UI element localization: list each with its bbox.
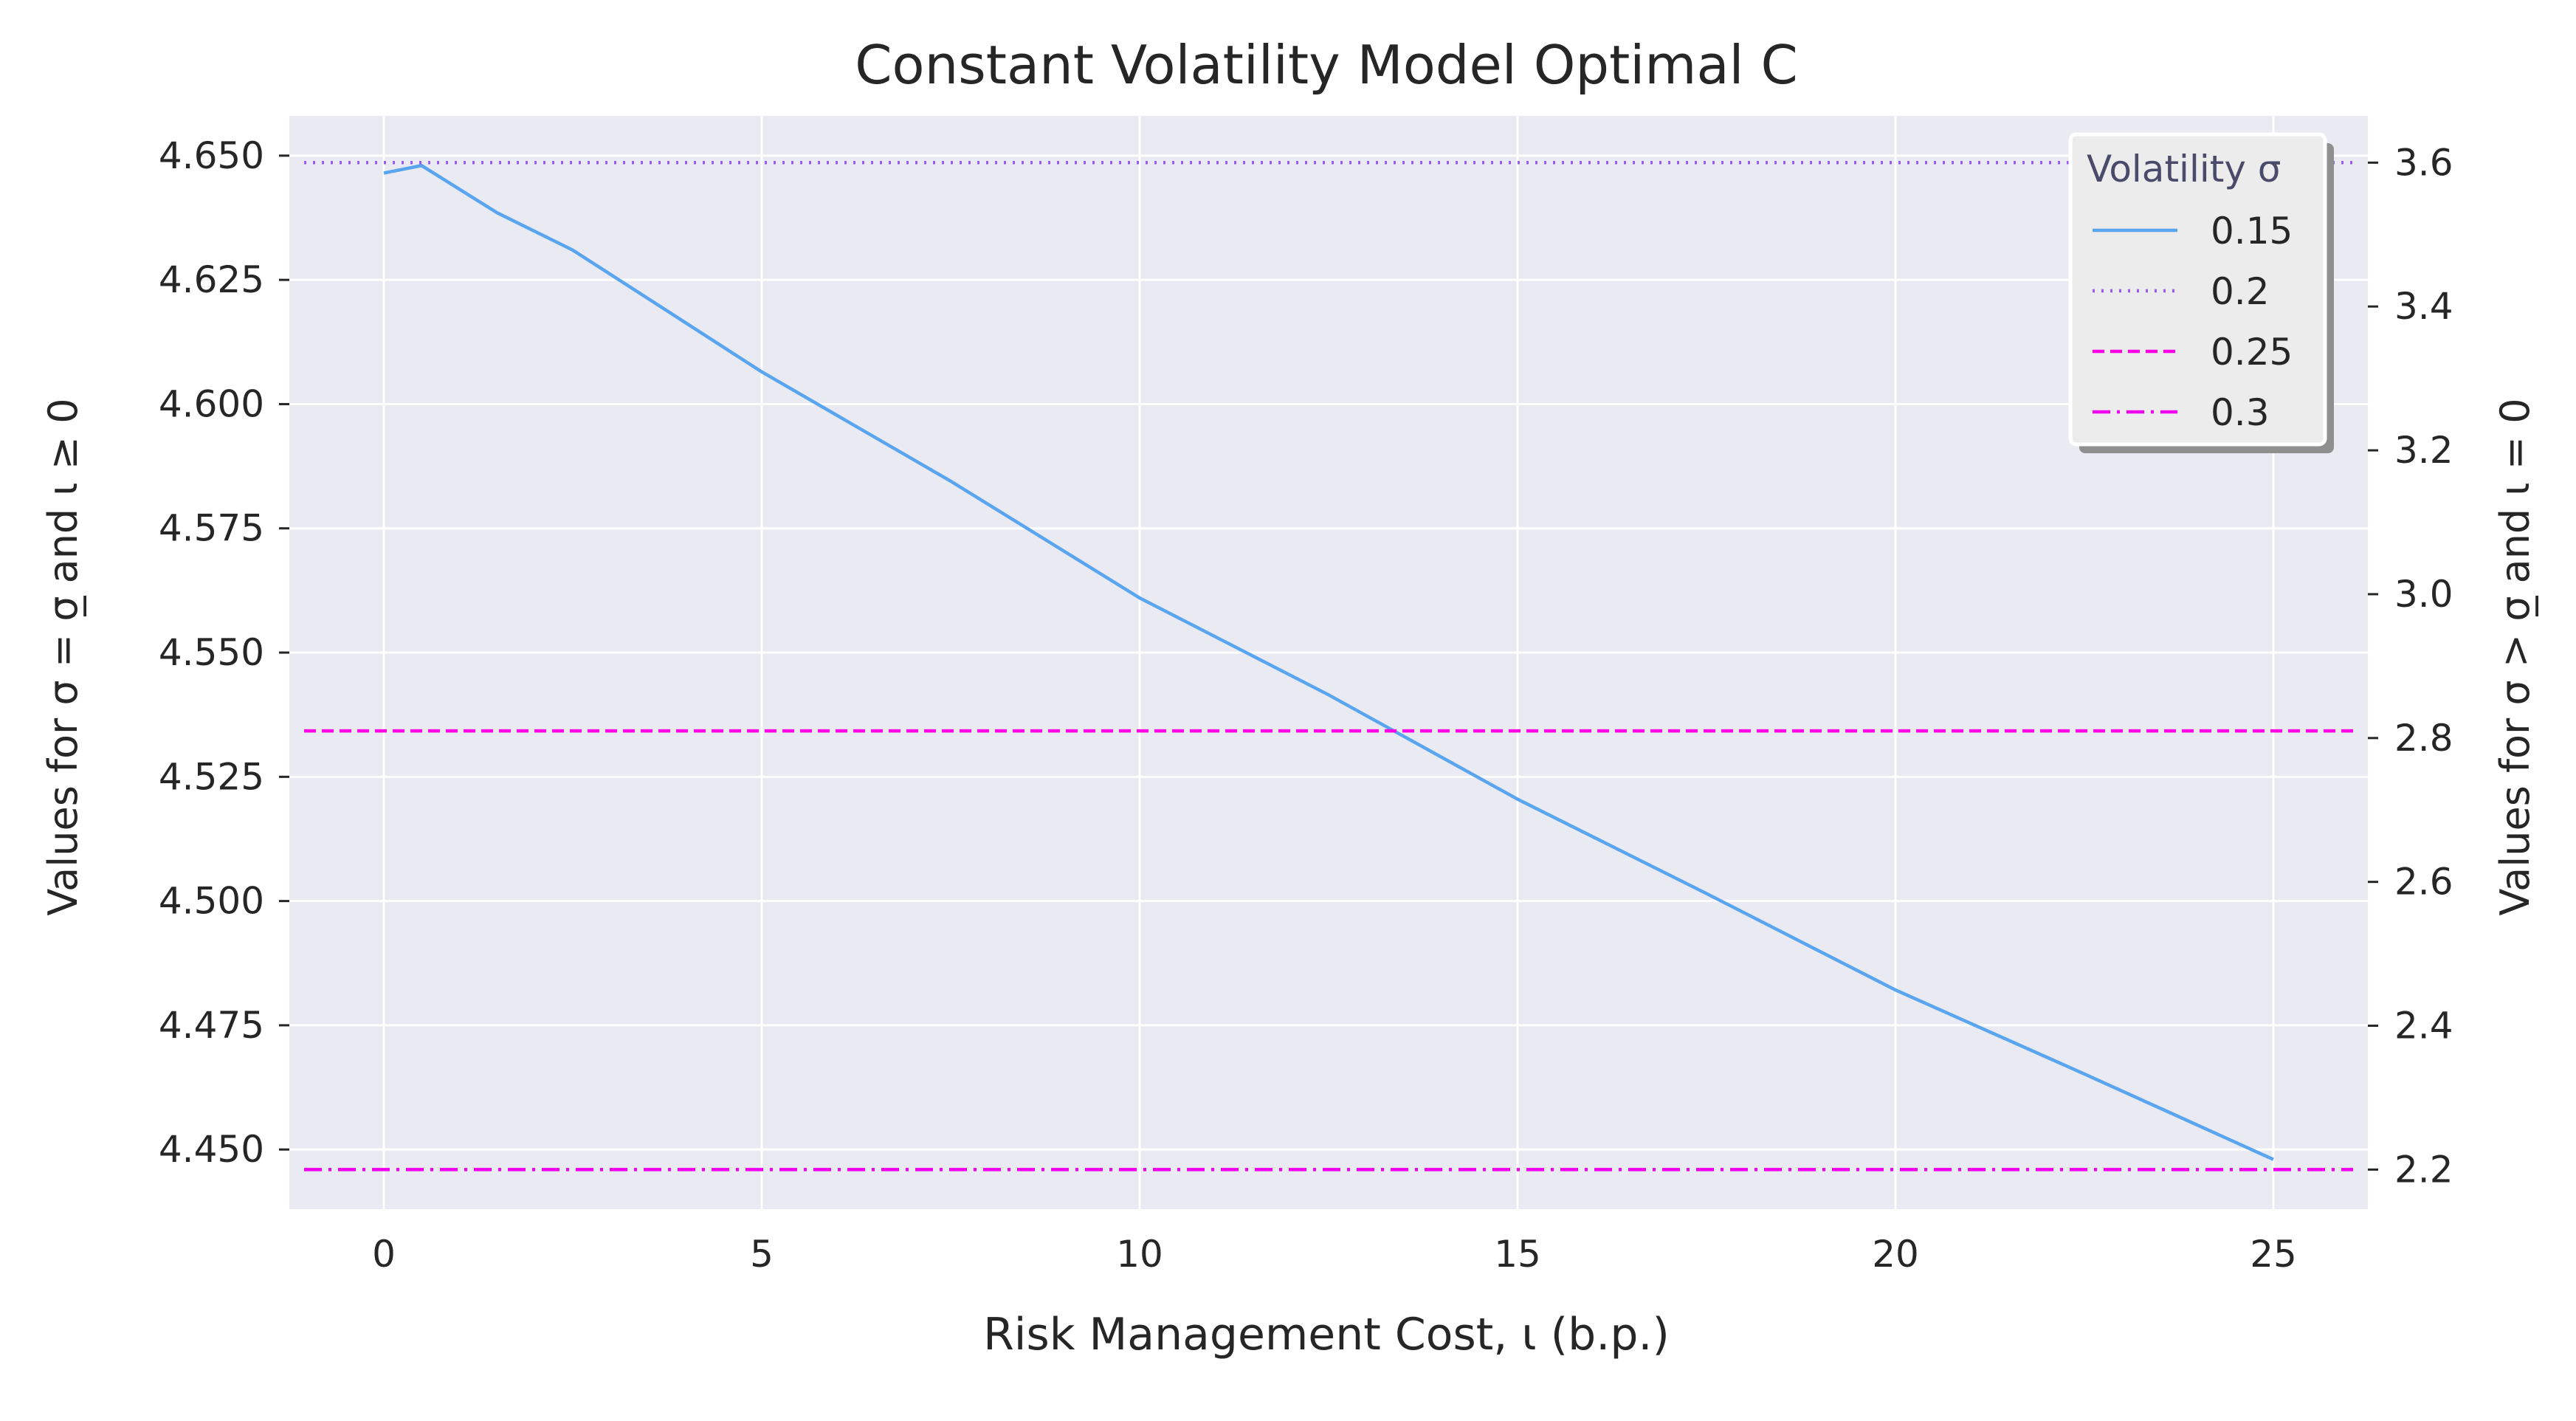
left-y-tick-label: 4.625 <box>159 258 264 301</box>
left-y-tick-label: 4.600 <box>159 382 264 425</box>
left-y-tick-label: 4.475 <box>159 1004 264 1047</box>
grid-lines <box>289 116 2368 1209</box>
x-tick-label: 15 <box>1494 1233 1541 1276</box>
legend-box <box>2068 132 2327 447</box>
right-y-tick-label: 3.4 <box>2394 285 2453 328</box>
x-axis-label: Risk Management Cost, ι (b.p.) <box>983 1309 1670 1360</box>
left-y-tick-label: 4.650 <box>159 134 264 177</box>
legend: Volatility σ 0.15 0.2 0.25 0.3 <box>2068 132 2334 453</box>
x-tick-label: 10 <box>1116 1233 1163 1276</box>
left-y-axis-ticks: 4.450 4.475 4.500 4.525 4.550 4.575 4.600 4.625… <box>159 134 289 1171</box>
x-tick-label: 25 <box>2250 1233 2297 1276</box>
legend-label: 0.25 <box>2211 331 2293 374</box>
chart-title: Constant Volatility Model Optimal C <box>855 34 1797 96</box>
left-y-tick-label: 4.500 <box>159 880 264 923</box>
right-y-tick-label: 2.2 <box>2394 1148 2453 1191</box>
right-y-tick-label: 3.6 <box>2394 141 2453 184</box>
x-axis-ticks: 0 5 10 15 20 25 <box>372 1233 2297 1276</box>
left-y-tick-label: 4.525 <box>159 755 264 798</box>
legend-label: 0.15 <box>2211 210 2293 252</box>
right-y-tick-label: 3.2 <box>2394 429 2453 472</box>
x-tick-label: 0 <box>372 1233 396 1276</box>
legend-label: 0.3 <box>2211 391 2270 434</box>
left-y-axis-label: Values for σ = σ̲ and ι ≥ 0 <box>40 398 86 915</box>
right-y-tick-label: 3.0 <box>2394 573 2453 616</box>
right-y-tick-label: 2.8 <box>2394 717 2453 760</box>
x-tick-label: 20 <box>1872 1233 1919 1276</box>
series-line-0.15 <box>383 163 2274 1161</box>
legend-title: Volatility σ <box>2087 148 2281 190</box>
left-y-tick-label: 4.550 <box>159 631 264 674</box>
legend-label: 0.2 <box>2211 270 2270 313</box>
legend-items: 0.15 0.2 0.25 0.3 <box>2093 210 2293 434</box>
right-y-tick-label: 2.6 <box>2394 861 2453 904</box>
plot-area <box>289 116 2368 1209</box>
right-y-axis-label: Values for σ > σ̲ and ι = 0 <box>2492 398 2538 915</box>
series-layer <box>304 161 2353 1171</box>
right-y-tick-label: 2.4 <box>2394 1005 2453 1047</box>
x-tick-label: 5 <box>750 1233 774 1276</box>
left-y-tick-label: 4.575 <box>159 507 264 550</box>
right-y-axis-ticks: 2.2 2.4 2.6 2.8 3.0 3.2 3.4 3.6 <box>2368 141 2453 1191</box>
left-y-tick-label: 4.450 <box>159 1128 264 1171</box>
